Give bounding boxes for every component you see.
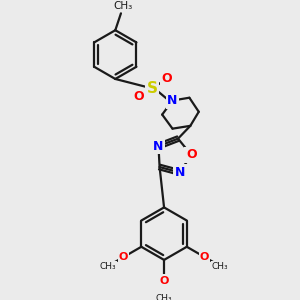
Text: O: O [200, 252, 209, 262]
Text: O: O [159, 275, 169, 286]
Text: CH₃: CH₃ [113, 1, 132, 11]
Text: N: N [167, 94, 178, 107]
Text: O: O [119, 252, 128, 262]
Text: N: N [153, 140, 164, 153]
Text: O: O [162, 73, 172, 85]
Text: CH₃: CH₃ [212, 262, 228, 271]
Text: CH₃: CH₃ [156, 294, 172, 300]
Text: S: S [146, 81, 158, 96]
Text: O: O [186, 148, 196, 161]
Text: N: N [175, 166, 185, 179]
Text: CH₃: CH₃ [100, 262, 116, 271]
Text: O: O [134, 90, 144, 103]
